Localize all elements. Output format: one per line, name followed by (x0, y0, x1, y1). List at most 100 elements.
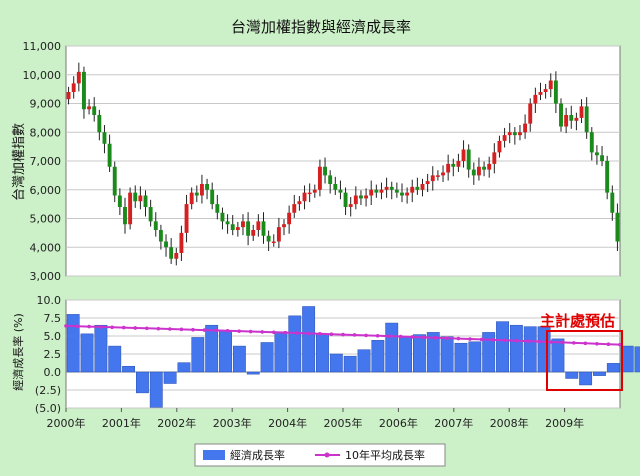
average-growth-point (445, 336, 449, 340)
candle-body (364, 195, 369, 199)
average-growth-point (468, 337, 472, 341)
average-growth-point (479, 337, 484, 342)
average-growth-point (98, 325, 103, 329)
growth-bar (274, 331, 288, 373)
candle-body (569, 115, 574, 121)
growth-bar (413, 334, 426, 373)
growth-bar (579, 371, 593, 386)
candle-body (487, 163, 492, 170)
candlestick-series (66, 62, 620, 266)
growth-bar (551, 338, 565, 373)
average-growth-point (421, 335, 426, 340)
average-growth-point (606, 342, 611, 346)
candle-body (359, 195, 363, 199)
growth-bar (94, 324, 108, 373)
candle-body (579, 106, 584, 118)
candle-body (533, 94, 538, 104)
legend-line-label: 10年平均成長率 (345, 448, 425, 462)
average-growth-point (456, 336, 461, 341)
candle-body (430, 175, 435, 182)
candle-body (441, 172, 445, 176)
price-grid (65, 45, 621, 277)
average-growth-point (306, 331, 311, 336)
candle-body (292, 204, 297, 213)
candle-body (164, 241, 168, 248)
candle-body (502, 135, 507, 141)
candle-body (328, 175, 333, 184)
year-tick-label: 2007年 (434, 416, 473, 430)
candle-body (384, 186, 389, 190)
candle-body (266, 235, 271, 242)
average-growth-point (214, 328, 218, 333)
candle-body (76, 71, 81, 84)
candle-body (205, 184, 210, 190)
candle-body (261, 221, 266, 236)
candle-body (107, 143, 112, 167)
growth-bar (177, 362, 191, 373)
candle-body (246, 221, 251, 236)
growth-bar (343, 355, 357, 373)
price-tick-label: 11,000 (23, 40, 62, 53)
growth-tick-label: (2.5) (35, 384, 61, 397)
average-growth-point (271, 330, 276, 335)
price-tick-label: 9,000 (30, 98, 62, 111)
legend: 經濟成長率 10年平均成長率 (194, 443, 446, 467)
candle-body (610, 192, 615, 213)
growth-bar (219, 330, 232, 373)
average-growth-point (398, 334, 403, 339)
candle-body (323, 166, 327, 176)
year-tick-label: 2009年 (545, 416, 584, 430)
growth-tick-label: 2.5 (44, 348, 62, 361)
growth-bar (260, 342, 274, 373)
candle-body (333, 184, 338, 190)
average-growth-point (583, 341, 588, 346)
price-tick-label: 3,000 (30, 270, 62, 283)
growth-grid (65, 299, 621, 409)
chart-title: 台灣加權指數與經濟成長率 (231, 18, 411, 36)
growth-bar (593, 371, 606, 376)
growth-bar (496, 321, 509, 373)
growth-bar (565, 371, 579, 379)
candle-body (307, 192, 312, 195)
candle-body (420, 184, 425, 190)
growth-bar (136, 371, 149, 394)
candle-body (400, 192, 404, 196)
candle-body (369, 189, 374, 196)
candle-body (353, 195, 358, 205)
growth-bar (523, 326, 537, 373)
candle-body (574, 117, 579, 121)
candle-body (133, 192, 138, 202)
growth-bar (371, 340, 385, 373)
candle-body (594, 152, 599, 156)
candle-body (446, 163, 451, 173)
average-growth-point (329, 332, 334, 336)
price-tick-label: 5,000 (30, 213, 62, 226)
growth-axis: 10.0 7.5 5.0 2.5 0.0 (2.5) (5.0) (35, 294, 61, 415)
candle-body (389, 186, 394, 190)
growth-bar (468, 341, 482, 373)
candle-body (112, 166, 117, 196)
candle-body (584, 106, 589, 133)
candle-body (158, 230, 163, 242)
candle-body (143, 195, 148, 207)
candle-body (102, 132, 107, 144)
average-growth-point (548, 340, 553, 344)
average-growth-point (491, 338, 495, 342)
candle-body (297, 201, 302, 205)
growth-bar (191, 337, 205, 373)
average-growth-point (387, 334, 391, 338)
candle-body (482, 166, 487, 170)
year-tick-label: 2003年 (213, 416, 252, 430)
growth-bar (80, 333, 94, 373)
candle-body (276, 227, 281, 242)
year-tick-label: 2001年 (102, 416, 141, 430)
year-axis: 2000年 2001年 2002年 2003年 2004年 2005年 2006年 2007年… (47, 408, 584, 430)
candle-body (117, 195, 122, 207)
growth-bar (302, 306, 316, 373)
legend-line-marker (324, 452, 330, 458)
candle-body (600, 155, 604, 161)
candle-body (512, 132, 517, 136)
candle-body (287, 212, 292, 225)
average-growth-point (64, 324, 68, 328)
